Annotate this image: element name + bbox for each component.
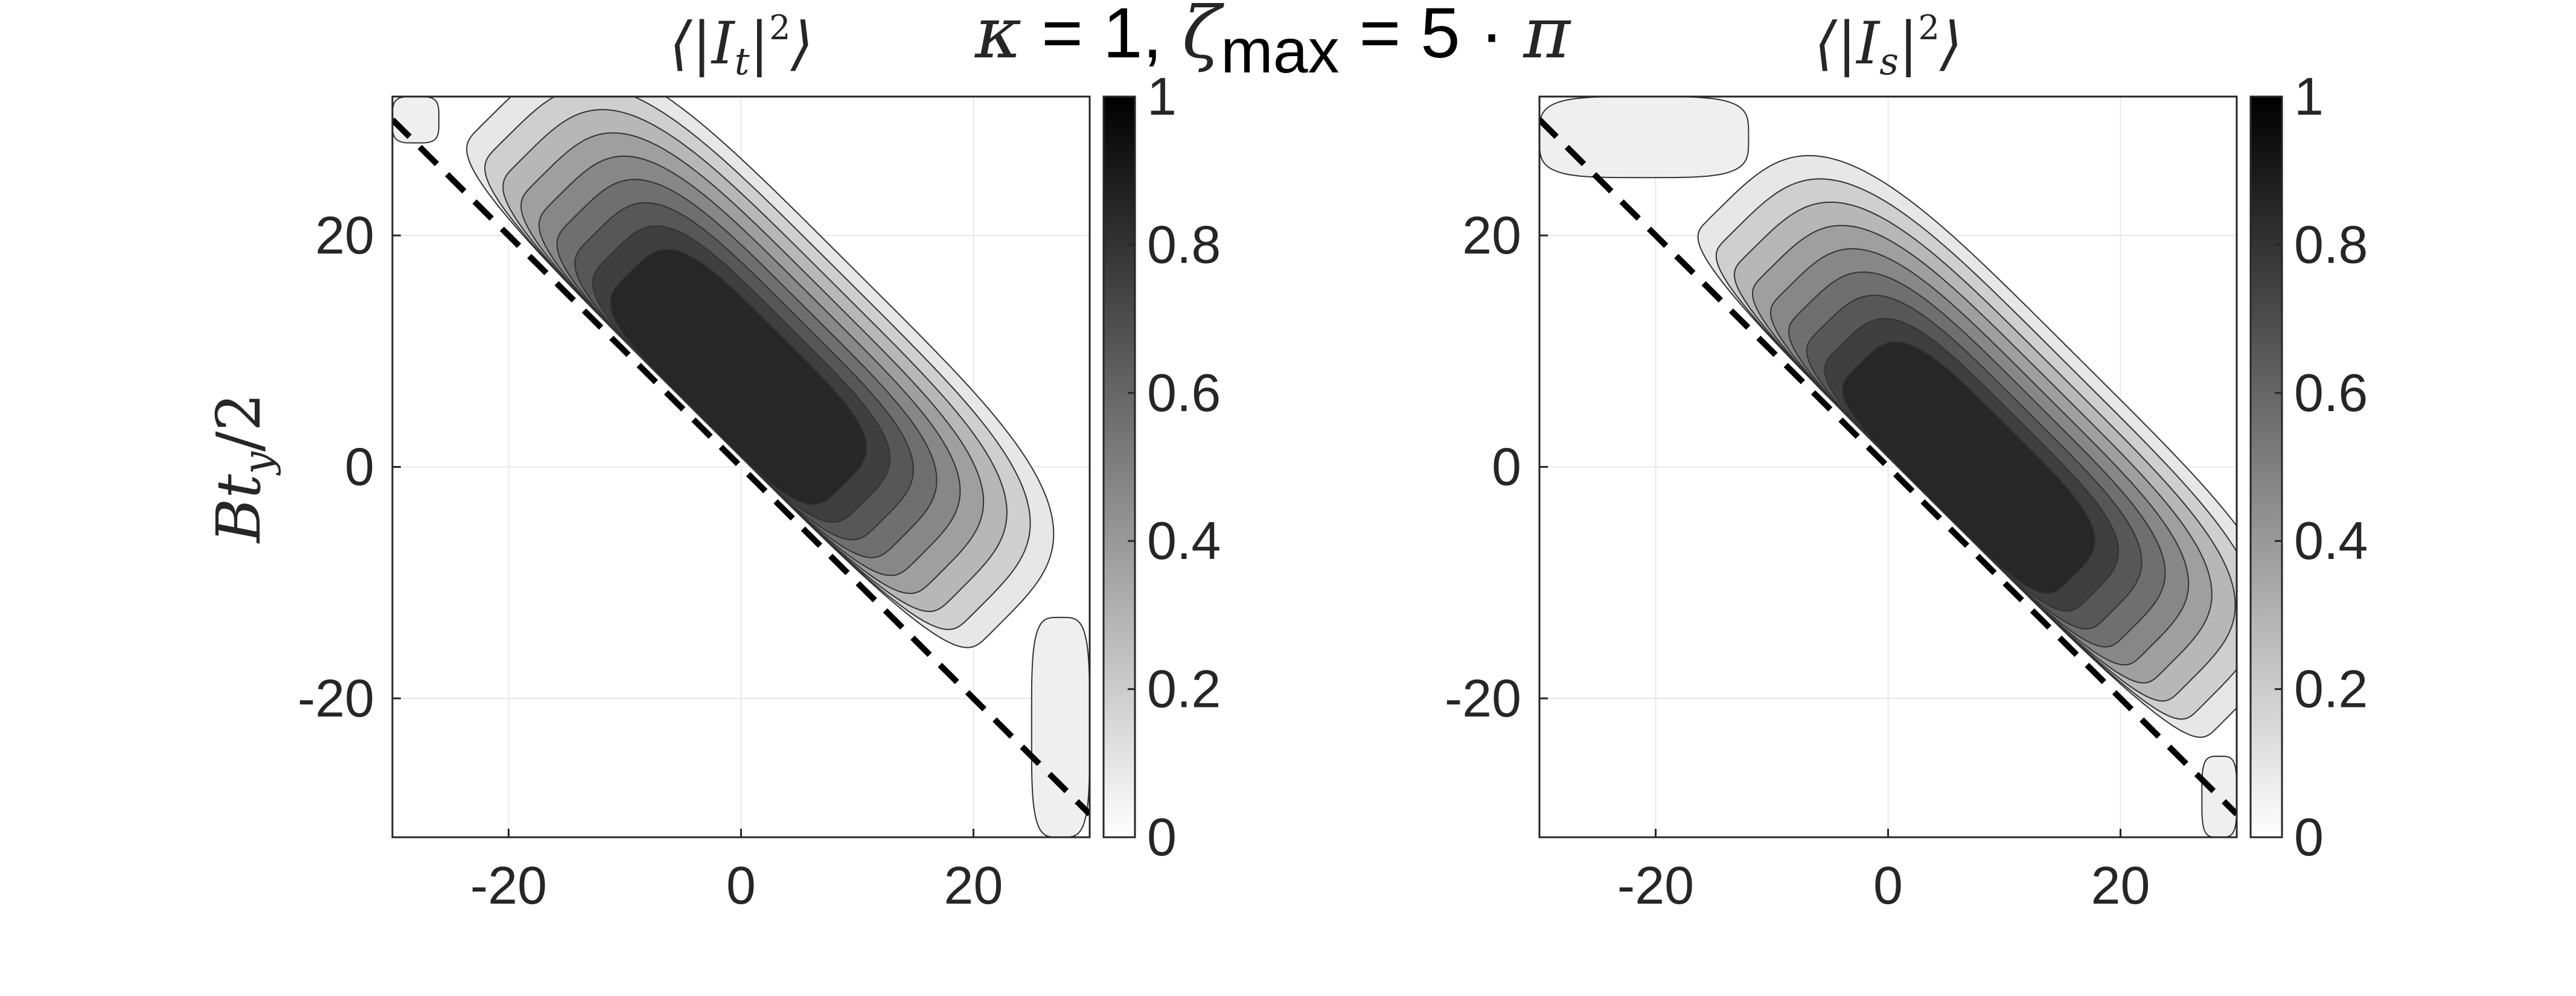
colorbar-gradient-right (2249, 95, 2283, 838)
title-sup: 2 (769, 8, 791, 48)
y-ticks-left: -20 0 20 (298, 205, 401, 728)
colorbar-tick-label: 0.2 (2294, 659, 2368, 719)
panel-left: -20 0 20 -20 0 20 ⟨|It|2⟩ 0 0.2 0.4 0.6 0.8 1 (298, 8, 1221, 915)
x-ticks-right: -20 0 20 (1617, 829, 2150, 915)
panel-title-left: ⟨|It|2⟩ (670, 8, 813, 83)
pi-symbol: π (1523, 0, 1572, 74)
contour-side-lobe (2201, 755, 2237, 837)
y-tick-label: 0 (345, 437, 374, 497)
y-tick-label: 0 (1492, 437, 1521, 497)
title-close: | (1899, 10, 1918, 77)
y-tick-label: -20 (298, 668, 374, 728)
contour-fill-left (392, 97, 1090, 837)
x-ticks-left: -20 0 20 (470, 829, 1003, 915)
dashed-reference-line-left (392, 117, 1090, 817)
colorbar-tick-label: 0.6 (2294, 363, 2368, 423)
title-sup: 2 (1918, 8, 1940, 48)
colorbar-tick-label: 0 (1147, 807, 1177, 867)
title-end: ⟩ (1939, 10, 1962, 77)
title-open: ⟨|I (670, 10, 736, 77)
colorbar-gradient-left (1102, 95, 1136, 838)
colorbar-tick-label: 0.8 (2294, 214, 2368, 274)
colorbar-tick-label: 0 (2294, 807, 2324, 867)
y-tick-label: -20 (1445, 668, 1521, 728)
contour-side-lobe (392, 97, 440, 144)
title-sub: s (1879, 39, 1899, 83)
y-axis-label: Bty/2 (203, 393, 281, 544)
y-label-base: Bt (203, 474, 274, 544)
x-tick-label: 0 (1873, 855, 1903, 915)
kappa-symbol: κ (974, 0, 1021, 74)
contour-band (1841, 341, 2096, 594)
contour-side-lobe (1539, 97, 1750, 179)
y-tick-label: 20 (1462, 205, 1521, 265)
colorbar-right: 0 0.2 0.4 0.6 0.8 1 (2249, 66, 2368, 867)
title-close: | (750, 10, 769, 77)
zeta-symbol: ζ (1182, 0, 1224, 74)
contour-side-lobe (1031, 616, 1090, 837)
x-tick-label: 0 (726, 855, 756, 915)
y-ticks-right: -20 0 20 (1445, 205, 1548, 728)
dashed-reference-line-right (1539, 117, 2237, 817)
colorbar-tick-label: 0.2 (1147, 659, 1221, 719)
y-label-sub: y (235, 451, 281, 476)
colorbar-tick-label: 0.6 (1147, 363, 1221, 423)
colorbar-tick-label: 1 (2294, 66, 2324, 126)
panel-right: -20 0 20 -20 0 20 ⟨|Is|2⟩ 0 0.2 0.4 0.6 0.8 1 (1445, 8, 2368, 915)
colorbar-ticks-right: 0 0.2 0.4 0.6 0.8 1 (2275, 66, 2368, 867)
x-tick-label: -20 (470, 855, 547, 915)
title-end: ⟩ (790, 10, 813, 77)
x-tick-label: 20 (2091, 855, 2150, 915)
y-label-rest: /2 (203, 393, 274, 452)
panel-title-right: ⟨|Is|2⟩ (1815, 8, 1963, 83)
figure-title: κ = 1, ζmax = 5 · π (974, 0, 1572, 86)
colorbar-tick-label: 0.4 (1147, 511, 1221, 570)
colorbar-tick-label: 0.4 (2294, 511, 2368, 570)
contour-band (609, 248, 868, 505)
contour-fill-right (1539, 97, 2237, 837)
y-tick-label: 20 (315, 205, 374, 265)
title-sub: t (735, 39, 750, 83)
kappa-value: = 1, (1021, 0, 1182, 73)
colorbar-ticks-left: 0 0.2 0.4 0.6 0.8 1 (1128, 66, 1221, 867)
colorbar-tick-label: 0.8 (1147, 214, 1221, 274)
title-open: ⟨|I (1815, 10, 1881, 77)
zeta-subscript: max (1221, 16, 1339, 86)
colorbar-left: 0 0.2 0.4 0.6 0.8 1 (1102, 66, 1221, 867)
zeta-value: = 5 · (1340, 0, 1524, 73)
colorbar-tick-label: 1 (1147, 66, 1177, 126)
x-tick-label: -20 (1617, 855, 1694, 915)
x-tick-label: 20 (944, 855, 1003, 915)
